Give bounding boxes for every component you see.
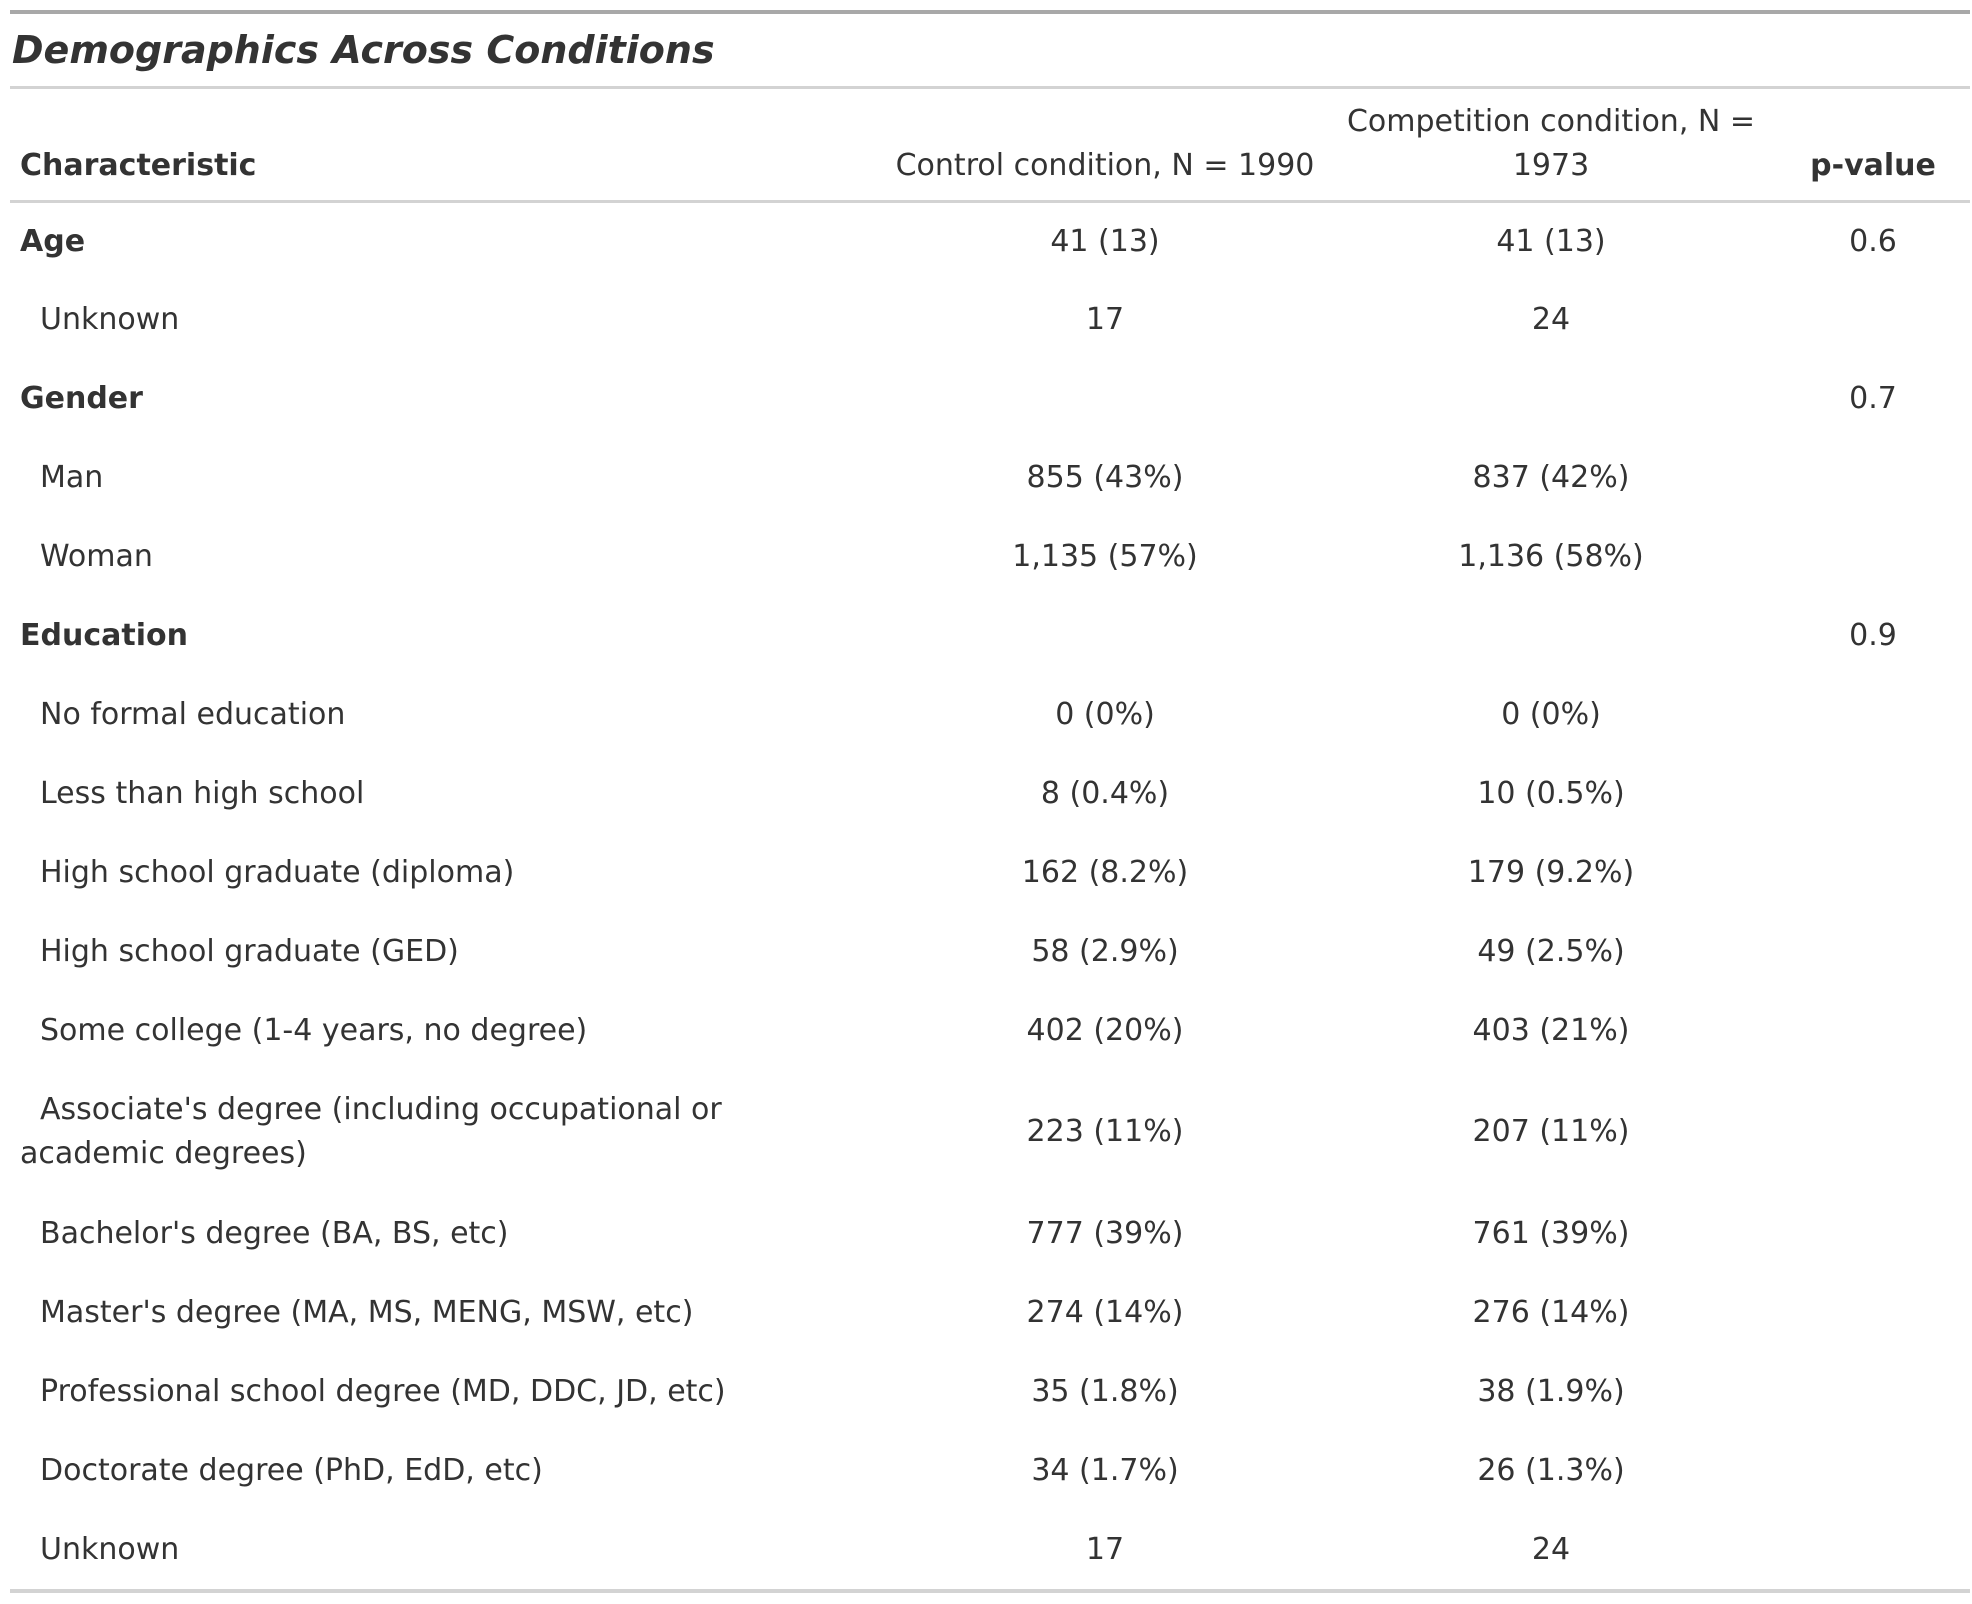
control-value: 777 (39%) [1026,1216,1184,1251]
row-label: Education [20,618,188,653]
competition-value: 38 (1.9%) [1477,1374,1625,1409]
control-value: 855 (43%) [1026,460,1184,495]
p-value [1776,1352,1970,1431]
table-row: Associate's degree (including occupation… [10,1070,1970,1194]
table-row: Man 855 (43%) 837 (42%) [10,438,1970,517]
row-label: Man [40,460,104,495]
p-value [1776,280,1970,359]
competition-value: 1,136 (58%) [1458,539,1644,574]
row-label: Gender [20,381,143,416]
top-rule [10,10,1970,14]
control-value: 1,135 (57%) [1012,539,1198,574]
table-row: Age 41 (13) 41 (13) 0.6 [10,201,1970,280]
table-row: No formal education 0 (0%) 0 (0%) [10,675,1970,754]
table-row: High school graduate (GED) 58 (2.9%) 49 … [10,912,1970,991]
row-label: Unknown [40,302,180,337]
header-p-value: p-value [1776,89,1970,203]
table-row: Master's degree (MA, MS, MENG, MSW, etc)… [10,1273,1970,1352]
row-label: Master's degree (MA, MS, MENG, MSW, etc) [40,1295,694,1330]
competition-value: 24 [1531,1532,1571,1567]
control-value: 274 (14%) [1026,1295,1184,1330]
row-label: Associate's degree (including occupation… [20,1092,722,1171]
competition-value [1326,359,1776,438]
table-row: Doctorate degree (PhD, EdD, etc) 34 (1.7… [10,1431,1970,1510]
table-row: Unknown 17 24 [10,280,1970,359]
row-label: Age [20,223,86,259]
row-label: Some college (1-4 years, no degree) [40,1013,588,1048]
control-value: 41 (13) [1050,223,1160,259]
p-value: 0.6 [1849,223,1897,259]
header-row: Characteristic Control condition, N = 19… [10,89,1970,203]
competition-value [1326,596,1776,675]
demographics-table: Characteristic Control condition, N = 19… [10,89,1970,1589]
p-value: 0.7 [1849,381,1897,416]
control-value: 58 (2.9%) [1031,934,1179,969]
competition-value: 207 (11%) [1472,1114,1630,1149]
p-value [1776,1070,1970,1194]
p-value [1776,438,1970,517]
table-row: Woman 1,135 (57%) 1,136 (58%) [10,517,1970,596]
header-control: Control condition, N = 1990 [884,89,1326,203]
row-label: Unknown [40,1532,180,1567]
table-row: Gender 0.7 [10,359,1970,438]
p-value [1776,1194,1970,1273]
control-value: 8 (0.4%) [1040,776,1170,811]
row-label: High school graduate (GED) [40,934,459,969]
competition-value: 179 (9.2%) [1467,855,1635,890]
competition-value: 26 (1.3%) [1477,1453,1625,1488]
table-title: Demographics Across Conditions [10,14,1970,89]
demographics-table-container: Demographics Across Conditions Character… [10,10,1970,1593]
control-value: 223 (11%) [1026,1114,1184,1149]
competition-value: 24 [1531,302,1571,337]
row-label: High school graduate (diploma) [40,855,515,890]
control-value [884,596,1326,675]
row-label: No formal education [40,697,346,732]
competition-value: 761 (39%) [1472,1216,1630,1251]
table-row: Some college (1-4 years, no degree) 402 … [10,991,1970,1070]
control-value: 35 (1.8%) [1031,1374,1179,1409]
row-label: Professional school degree (MD, DDC, JD,… [40,1374,726,1409]
table-row: High school graduate (diploma) 162 (8.2%… [10,833,1970,912]
row-label: Doctorate degree (PhD, EdD, etc) [40,1453,543,1488]
competition-value: 10 (0.5%) [1477,776,1625,811]
p-value [1776,1273,1970,1352]
bottom-rule [10,1589,1970,1593]
competition-value: 403 (21%) [1472,1013,1630,1048]
control-value: 17 [1085,302,1125,337]
p-value [1776,991,1970,1070]
control-value: 34 (1.7%) [1031,1453,1179,1488]
p-value [1776,754,1970,833]
competition-value: 41 (13) [1496,223,1606,259]
table-row: Unknown 17 24 [10,1510,1970,1589]
table-row: Less than high school 8 (0.4%) 10 (0.5%) [10,754,1970,833]
header-competition: Competition condition, N = 1973 [1326,89,1776,203]
p-value [1776,517,1970,596]
control-value: 0 (0%) [1055,697,1155,732]
row-label: Bachelor's degree (BA, BS, etc) [40,1216,509,1251]
control-value: 162 (8.2%) [1021,855,1189,890]
competition-value: 276 (14%) [1472,1295,1630,1330]
p-value: 0.9 [1849,618,1897,653]
competition-value: 49 (2.5%) [1477,934,1625,969]
control-value: 402 (20%) [1026,1013,1184,1048]
competition-value: 0 (0%) [1501,697,1601,732]
table-row: Professional school degree (MD, DDC, JD,… [10,1352,1970,1431]
p-value [1776,833,1970,912]
p-value [1776,675,1970,754]
table-row: Bachelor's degree (BA, BS, etc) 777 (39%… [10,1194,1970,1273]
competition-value: 837 (42%) [1472,460,1630,495]
row-label: Woman [40,539,153,574]
p-value [1776,912,1970,991]
control-value [884,359,1326,438]
table-row: Education 0.9 [10,596,1970,675]
header-characteristic: Characteristic [10,89,884,203]
row-label: Less than high school [40,776,365,811]
control-value: 17 [1085,1532,1125,1567]
p-value [1776,1431,1970,1510]
p-value [1776,1510,1970,1589]
